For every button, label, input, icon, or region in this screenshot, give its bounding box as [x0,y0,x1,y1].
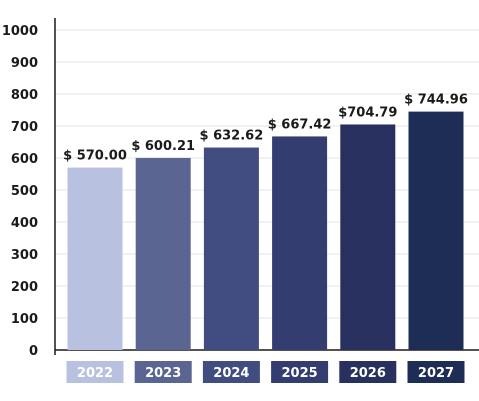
x-tick-label: 2022 [77,366,113,381]
bars [67,111,464,351]
y-axis-ticks: 0 100 200 300 400 500 600 700 800 900 1000 [2,24,38,359]
data-labels: $ 570.00 $ 600.21 $ 632.62 $ 667.42 $704.79 $… [63,93,468,164]
x-tick-label: 2024 [213,366,249,381]
x-category-box [271,361,329,383]
y-tick-label: 300 [11,248,38,263]
y-tick-label: 600 [11,152,38,167]
y-tick-label: 1000 [2,24,38,39]
bar [135,157,191,350]
data-label: $ 667.42 [268,117,332,132]
data-label: $ 570.00 [63,149,127,164]
x-tick-label: 2025 [282,366,318,381]
x-category-box [134,361,192,383]
y-tick-label: 100 [11,312,38,327]
y-tick-label: 500 [11,184,38,199]
y-tick-label: 700 [11,120,38,135]
x-tick-label: 2023 [145,366,181,381]
y-tick-label: 0 [29,344,38,359]
data-label: $704.79 [338,105,397,120]
gridlines [55,29,479,351]
y-tick-label: 900 [11,56,38,71]
data-label: $ 600.21 [131,139,195,154]
y-tick-label: 200 [11,280,38,295]
bar [408,111,464,351]
y-tick-label: 400 [11,216,38,231]
x-tick-label: 2027 [418,366,454,381]
bar [340,124,396,351]
x-category-box [339,361,397,383]
bar [67,167,123,350]
x-category-box [202,361,260,383]
x-category-box [407,361,465,383]
x-category-box [66,361,124,383]
y-tick-label: 800 [11,88,38,103]
bar [203,147,259,350]
data-label: $ 744.96 [404,93,468,108]
bar [272,136,328,350]
x-tick-label: 2026 [350,366,386,381]
data-label: $ 632.62 [200,129,264,144]
x-axis-categories: 2022 2023 2024 2025 2026 2027 [66,361,465,383]
